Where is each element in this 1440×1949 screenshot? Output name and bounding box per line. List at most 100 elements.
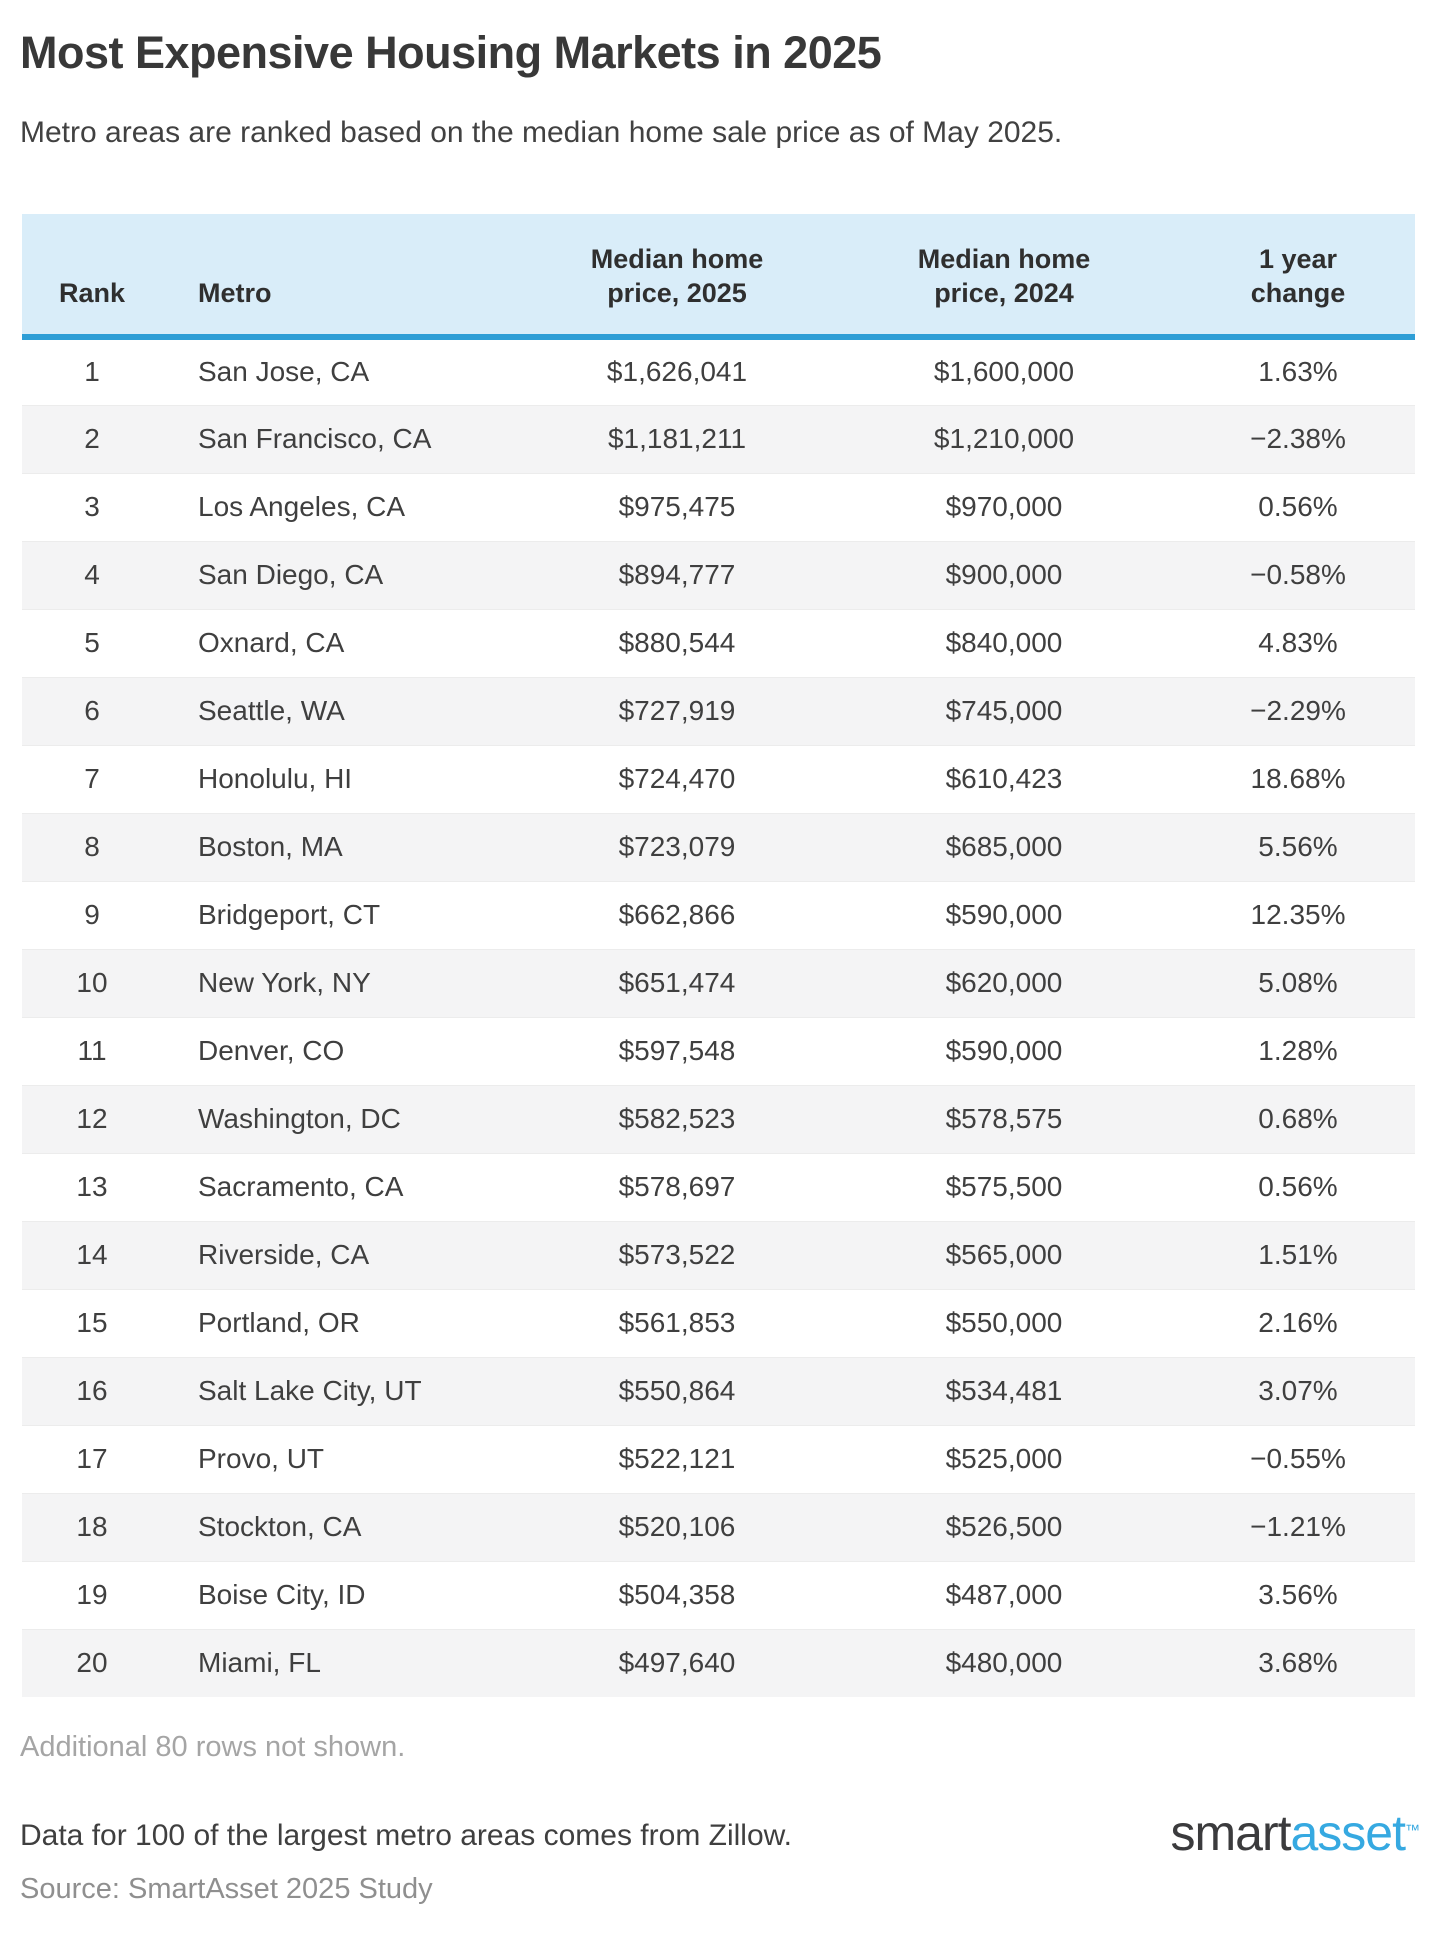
metro-cell: Boston, MA: [198, 831, 343, 862]
column-header-rank: Rank: [22, 214, 162, 340]
metro-cell: Provo, UT: [198, 1443, 325, 1474]
additional-rows-note: Additional 80 rows not shown.: [20, 1731, 406, 1763]
change-cell: 18.68%: [1250, 763, 1346, 794]
logo-asset-text: asset: [1290, 1805, 1406, 1861]
price-2025-cell: $723,079: [618, 831, 736, 862]
price-2024-cell: $685,000: [945, 831, 1063, 862]
change-cell: 0.56%: [1258, 491, 1338, 522]
metro-cell: Sacramento, CA: [198, 1171, 404, 1202]
rank-cell: 1: [84, 356, 100, 388]
metro-cell: Denver, CO: [198, 1035, 345, 1066]
column-header-price-2025: Median home price, 2025: [487, 214, 867, 340]
metro-cell: Riverside, CA: [198, 1239, 370, 1270]
price-2024-cell: $565,000: [945, 1239, 1063, 1270]
price-2025-cell: $561,853: [618, 1307, 736, 1338]
price-2025-cell: $522,121: [618, 1443, 736, 1474]
table-row: 9 Bridgeport, CT $662,866 $590,000 12.35%: [22, 881, 1415, 949]
price-2024-cell: $590,000: [945, 899, 1063, 930]
metro-cell: Washington, DC: [198, 1103, 401, 1134]
rank-cell: 19: [76, 1579, 108, 1610]
metro-cell: New York, NY: [198, 967, 371, 998]
price-2025-cell: $504,358: [618, 1579, 736, 1610]
price-2024-cell: $590,000: [945, 1035, 1063, 1066]
price-2025-cell: $597,548: [618, 1035, 736, 1066]
table-row: 1 San Jose, CA $1,626,041 $1,600,000 1.63%: [22, 337, 1415, 405]
table-row: 8 Boston, MA $723,079 $685,000 5.56%: [22, 813, 1415, 881]
table-row: 4 San Diego, CA $894,777 $900,000 −0.58%: [22, 541, 1415, 609]
rank-cell: 18: [76, 1511, 108, 1542]
table-row: 12 Washington, DC $582,523 $578,575 0.68%: [22, 1085, 1415, 1153]
price-2025-cell: $578,697: [618, 1171, 736, 1202]
rank-cell: 4: [84, 559, 100, 590]
price-2024-cell: $610,423: [945, 763, 1063, 794]
rank-cell: 14: [76, 1239, 108, 1270]
page-title: Most Expensive Housing Markets in 2025: [20, 27, 882, 78]
change-cell: 1.63%: [1258, 356, 1338, 388]
metro-cell: San Francisco, CA: [198, 423, 432, 454]
rank-cell: 12: [76, 1103, 108, 1134]
table-row: 2 San Francisco, CA $1,181,211 $1,210,000 −2…: [22, 405, 1415, 473]
price-2024-cell: $550,000: [945, 1307, 1063, 1338]
change-cell: 3.56%: [1258, 1579, 1338, 1610]
metro-cell: San Jose, CA: [198, 356, 370, 388]
table-row: 16 Salt Lake City, UT $550,864 $534,481 3.07…: [22, 1357, 1415, 1425]
metro-cell: Los Angeles, CA: [198, 491, 406, 522]
rank-cell: 5: [84, 627, 100, 658]
metro-cell: Seattle, WA: [198, 695, 345, 726]
column-header-change-line1: 1 year: [1258, 244, 1338, 274]
price-2025-cell: $520,106: [618, 1511, 736, 1542]
metro-cell: Stockton, CA: [198, 1511, 362, 1542]
price-2025-cell: $1,626,041: [606, 356, 748, 388]
rank-cell: 6: [84, 695, 100, 726]
housing-markets-infographic: Most Expensive Housing Markets in 2025 M…: [0, 26, 1440, 1949]
source-credit: Source: SmartAsset 2025 Study: [20, 1873, 433, 1905]
table-row: 10 New York, NY $651,474 $620,000 5.08%: [22, 949, 1415, 1017]
price-2025-cell: $651,474: [618, 967, 736, 998]
price-2024-cell: $840,000: [945, 627, 1063, 658]
table-row: 5 Oxnard, CA $880,544 $840,000 4.83%: [22, 609, 1415, 677]
trademark-symbol: ™: [1405, 1822, 1420, 1839]
price-2025-cell: $880,544: [618, 627, 736, 658]
price-2024-cell: $525,000: [945, 1443, 1063, 1474]
price-2025-cell: $550,864: [618, 1375, 736, 1406]
column-header-price-2024-line2: price, 2024: [934, 278, 1074, 308]
table-header-row: Rank Metro Median home price, 2025 Media…: [22, 214, 1415, 340]
column-header-1-year-change: 1 year change: [1141, 214, 1415, 340]
page-subtitle: Metro areas are ranked based on the medi…: [20, 116, 1063, 149]
metro-cell: Salt Lake City, UT: [198, 1375, 422, 1406]
price-2024-cell: $526,500: [945, 1511, 1063, 1542]
table-row: 6 Seattle, WA $727,919 $745,000 −2.29%: [22, 677, 1415, 745]
rank-cell: 9: [84, 899, 100, 930]
table-row: 3 Los Angeles, CA $975,475 $970,000 0.56%: [22, 473, 1415, 541]
change-cell: 1.51%: [1258, 1239, 1338, 1270]
column-header-price-2025-line1: Median home: [590, 244, 764, 274]
change-cell: −2.38%: [1250, 423, 1346, 454]
footer: Data for 100 of the largest metro areas …: [20, 1807, 1420, 1907]
change-cell: 0.68%: [1258, 1103, 1338, 1134]
price-2024-cell: $578,575: [945, 1103, 1063, 1134]
rank-cell: 13: [76, 1171, 108, 1202]
table-row: 7 Honolulu, HI $724,470 $610,423 18.68%: [22, 745, 1415, 813]
change-cell: 3.68%: [1258, 1647, 1338, 1679]
change-cell: −0.55%: [1250, 1443, 1346, 1474]
rank-cell: 11: [77, 1035, 107, 1066]
data-source-note: Data for 100 of the largest metro areas …: [20, 1819, 792, 1852]
change-cell: 1.28%: [1258, 1035, 1338, 1066]
column-header-price-2024: Median home price, 2024: [867, 214, 1141, 340]
rank-cell: 15: [76, 1307, 108, 1338]
column-header-price-2025-line2: price, 2025: [607, 278, 747, 308]
price-2025-cell: $497,640: [618, 1647, 736, 1679]
metro-cell: Oxnard, CA: [198, 627, 345, 658]
change-cell: 5.56%: [1258, 831, 1338, 862]
change-cell: −1.21%: [1250, 1511, 1346, 1542]
rank-cell: 16: [76, 1375, 108, 1406]
table-row: 17 Provo, UT $522,121 $525,000 −0.55%: [22, 1425, 1415, 1493]
table-row: 20 Miami, FL $497,640 $480,000 3.68%: [22, 1629, 1415, 1697]
price-2024-cell: $620,000: [945, 967, 1063, 998]
table-row: 19 Boise City, ID $504,358 $487,000 3.56%: [22, 1561, 1415, 1629]
price-2024-cell: $480,000: [945, 1647, 1063, 1679]
table-row: 15 Portland, OR $561,853 $550,000 2.16%: [22, 1289, 1415, 1357]
price-2024-cell: $970,000: [945, 491, 1063, 522]
price-2025-cell: $1,181,211: [607, 423, 747, 454]
table-row: 14 Riverside, CA $573,522 $565,000 1.51%: [22, 1221, 1415, 1289]
